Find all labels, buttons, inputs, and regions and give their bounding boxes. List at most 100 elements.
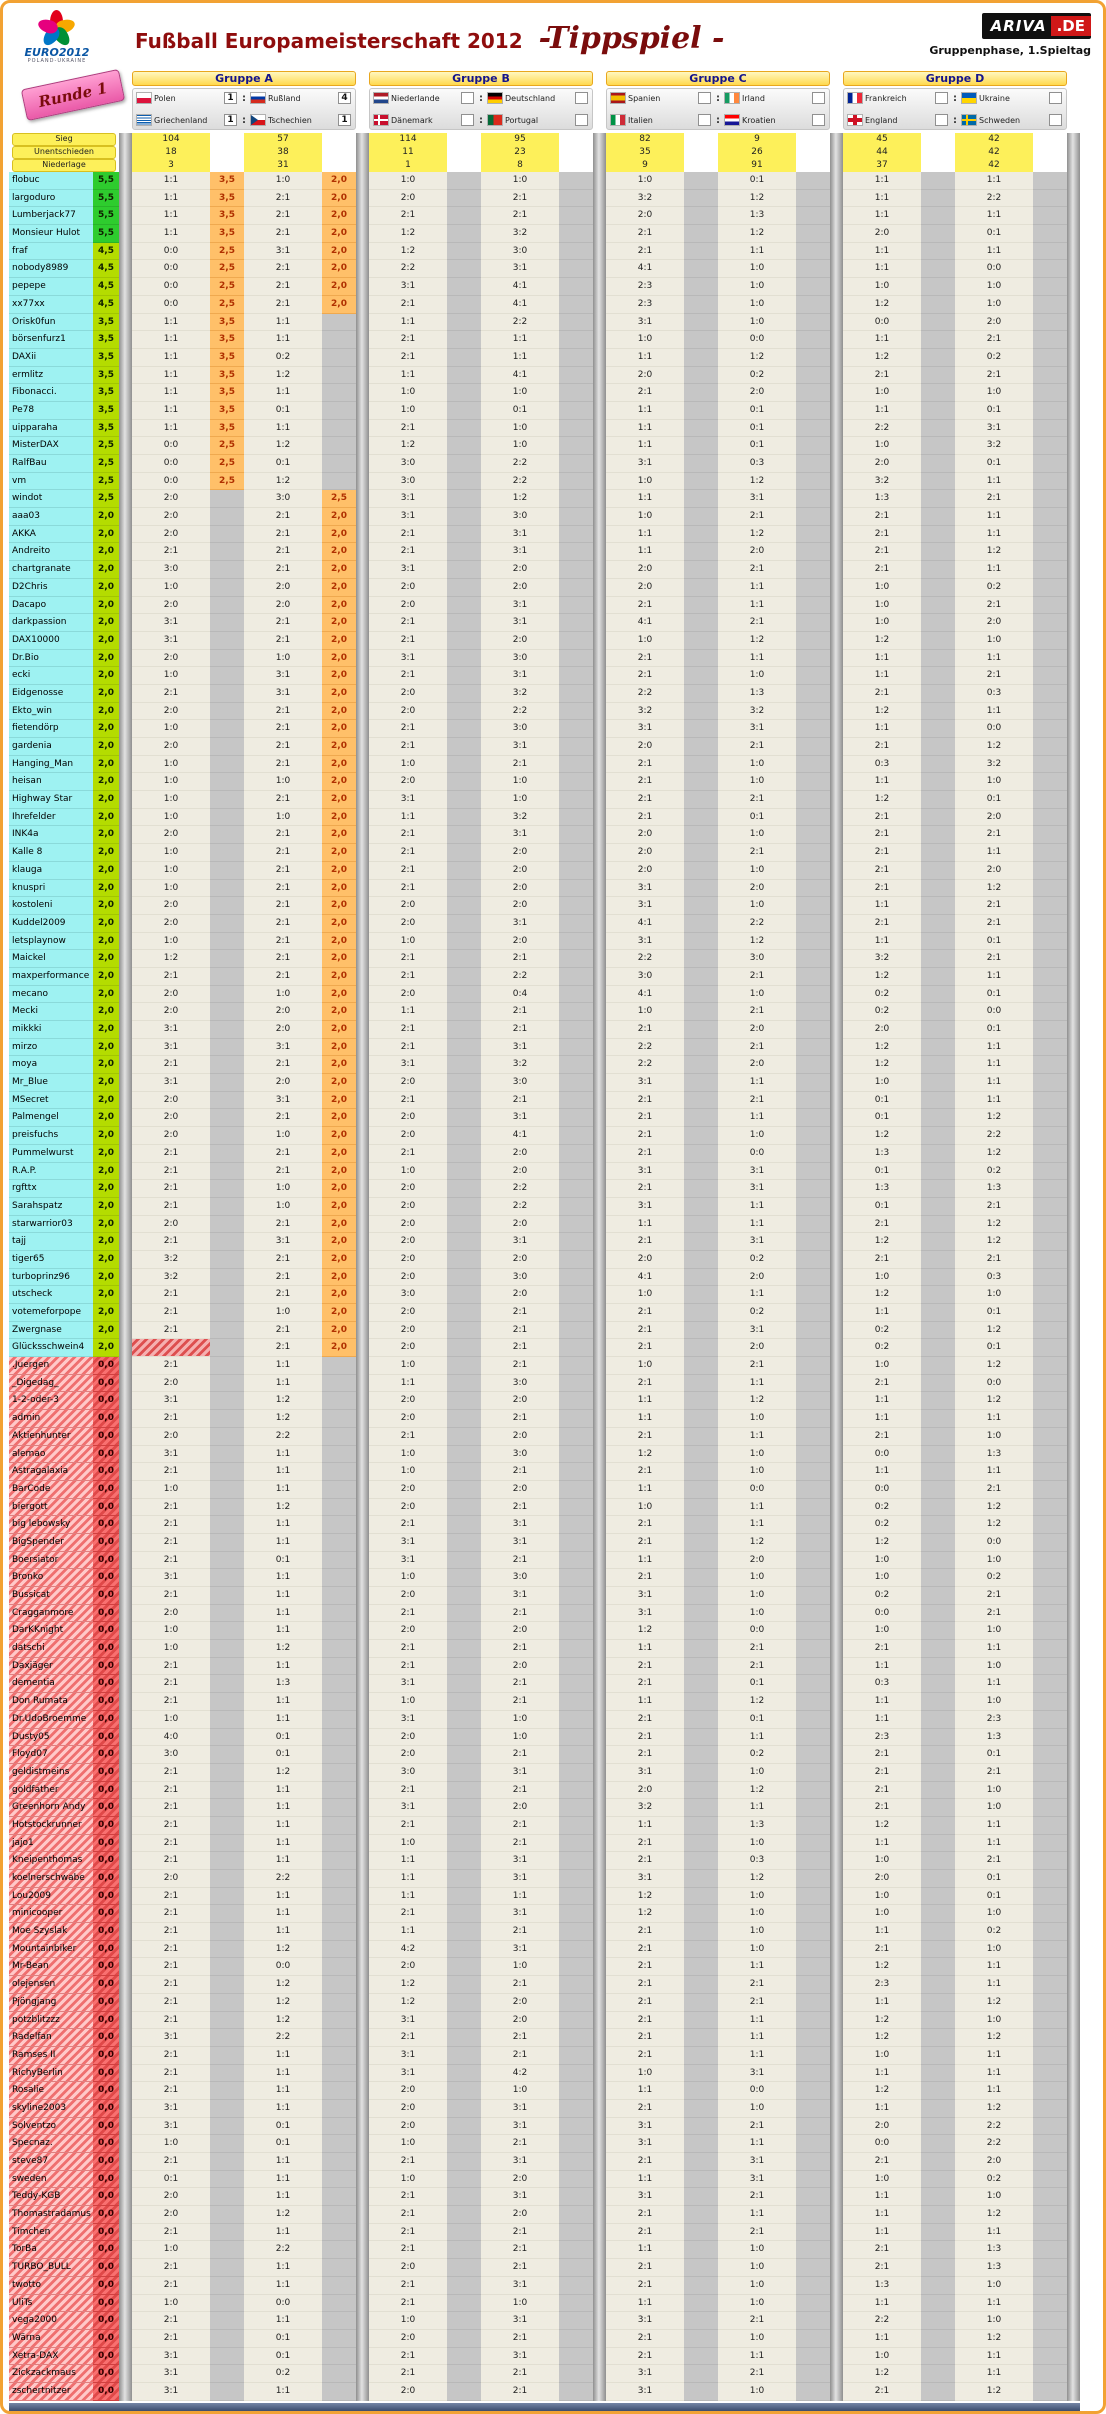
player-name[interactable]: Boersiator [9, 1551, 93, 1570]
player-name[interactable]: UliTs [9, 2294, 93, 2313]
player-name[interactable]: Mr-Bean [9, 1958, 93, 1977]
player-name[interactable]: dementia [9, 1675, 93, 1694]
player-name[interactable]: largoduro [9, 189, 93, 208]
player-name[interactable]: AKKA [9, 525, 93, 544]
player-name[interactable]: MisterDAX [9, 437, 93, 455]
player-name[interactable]: Pe78 [9, 401, 93, 420]
player-name[interactable]: RalfBau [9, 455, 93, 473]
player-name[interactable]: ecki [9, 667, 93, 685]
player-name[interactable]: Radelfan [9, 2029, 93, 2047]
player-name[interactable]: Orisk0fun [9, 313, 93, 332]
player-name[interactable]: Dacapo [9, 596, 93, 615]
player-name[interactable]: turboprinz96 [9, 1268, 93, 1287]
player-name[interactable]: mecano [9, 985, 93, 1004]
player-name[interactable]: starwarrior03 [9, 1215, 93, 1234]
player-name[interactable]: darkpassion [9, 614, 93, 632]
player-name[interactable]: Hotstockrunner [9, 1816, 93, 1835]
player-name[interactable]: fraf [9, 242, 93, 261]
player-name[interactable]: Pummelwurst [9, 1144, 93, 1163]
player-name[interactable]: Palmengel [9, 1109, 93, 1128]
player-name[interactable]: letsplaynow [9, 932, 93, 951]
player-name[interactable]: sweden [9, 2170, 93, 2189]
player-name[interactable]: twotto [9, 2276, 93, 2295]
player-name[interactable]: Bronko [9, 1569, 93, 1587]
player-name[interactable]: tajj [9, 1233, 93, 1251]
player-name[interactable]: R.A.P. [9, 1162, 93, 1181]
player-name[interactable]: DAX10000 [9, 631, 93, 650]
player-name[interactable]: admin [9, 1410, 93, 1428]
player-name[interactable]: potzblitzzz [9, 2011, 93, 2030]
player-name[interactable]: Don Rumata [9, 1693, 93, 1711]
player-name[interactable]: Thomastradamus [9, 2206, 93, 2224]
player-name[interactable]: olejensen [9, 1976, 93, 1994]
player-name[interactable]: Andreito [9, 543, 93, 562]
player-name[interactable]: Glücksschwein4 [9, 1339, 93, 1358]
player-name[interactable]: .Juergen [9, 1357, 93, 1375]
player-name[interactable]: xx77xx [9, 295, 93, 314]
player-name[interactable]: moya [9, 1056, 93, 1075]
player-name[interactable]: minicooper [9, 1905, 93, 1924]
player-name[interactable]: jajo1 [9, 1834, 93, 1853]
player-name[interactable]: DAXii [9, 348, 93, 367]
player-name[interactable]: Daxjäger [9, 1657, 93, 1676]
player-name[interactable]: Mecki [9, 1003, 93, 1021]
player-name[interactable]: Ekto_win [9, 702, 93, 721]
player-name[interactable]: Aktienhunter [9, 1427, 93, 1446]
player-name[interactable]: goldfather [9, 1781, 93, 1800]
player-name[interactable]: vega2000 [9, 2312, 93, 2330]
player-name[interactable]: RichyBerlin [9, 2064, 93, 2083]
player-name[interactable]: Ramses II [9, 2046, 93, 2065]
player-name[interactable]: Moe Szyslak [9, 1923, 93, 1941]
player-name[interactable]: Bussicat [9, 1587, 93, 1605]
player-name[interactable]: Wärna [9, 2329, 93, 2348]
player-name[interactable]: skyline2003 [9, 2099, 93, 2118]
player-name[interactable]: Specnaz. [9, 2135, 93, 2153]
player-name[interactable]: alemao [9, 1445, 93, 1464]
player-name[interactable]: Mr_Blue [9, 1074, 93, 1092]
player-name[interactable]: tiger65 [9, 1250, 93, 1269]
player-name[interactable]: koelnerschwabe [9, 1870, 93, 1888]
player-name[interactable]: vm [9, 472, 93, 491]
player-name[interactable]: biergott [9, 1498, 93, 1517]
ariva-logo[interactable]: ARIVA .DE [981, 13, 1091, 39]
player-name[interactable]: ermlitz [9, 366, 93, 385]
player-name[interactable]: börsenfurz1 [9, 331, 93, 349]
player-name[interactable]: pepepe [9, 278, 93, 296]
player-name[interactable]: Kneipenthomas [9, 1852, 93, 1870]
player-name[interactable]: uipparaha [9, 419, 93, 438]
player-name[interactable]: votemeforpope [9, 1304, 93, 1322]
player-name[interactable]: Xetra-DAX [9, 2347, 93, 2366]
player-name[interactable]: Maickel [9, 950, 93, 968]
player-name[interactable]: flobuc [9, 172, 93, 190]
player-name[interactable]: 1-2-oder-3 [9, 1392, 93, 1411]
player-name[interactable]: D2Chris [9, 578, 93, 597]
player-name[interactable]: Highway Star [9, 791, 93, 809]
player-name[interactable]: Teddy-KGB [9, 2188, 93, 2207]
player-name[interactable]: Solventzo [9, 2117, 93, 2136]
player-name[interactable]: Eidgenosse [9, 684, 93, 703]
player-name[interactable]: zschertnitzer [9, 2382, 93, 2401]
player-name[interactable]: Sarahspatz [9, 1197, 93, 1216]
player-name[interactable]: Kuddel2009 [9, 914, 93, 933]
player-name[interactable]: Dusty05 [9, 1728, 93, 1747]
player-name[interactable]: rgfttx [9, 1180, 93, 1198]
player-name[interactable]: big lebowsky [9, 1516, 93, 1534]
player-name[interactable]: kostoleni [9, 897, 93, 915]
player-name[interactable]: gardenia [9, 738, 93, 756]
player-name[interactable]: Hanging_Man [9, 755, 93, 774]
player-name[interactable]: Astragalaxia [9, 1463, 93, 1481]
player-name[interactable]: windot [9, 490, 93, 509]
player-name[interactable]: mirzo [9, 1038, 93, 1057]
player-name[interactable]: Dr.UdoBroemme [9, 1710, 93, 1729]
player-name[interactable]: Monsieur Hulot [9, 225, 93, 243]
player-name[interactable]: Timchen [9, 2223, 93, 2242]
player-name[interactable]: utscheck [9, 1286, 93, 1304]
player-name[interactable]: Cragganmore [9, 1604, 93, 1623]
player-name[interactable]: preisfuchs [9, 1127, 93, 1145]
player-name[interactable]: aaa03 [9, 508, 93, 526]
player-name[interactable]: chartgranate [9, 561, 93, 579]
player-name[interactable]: knuspri [9, 879, 93, 898]
player-name[interactable]: INK4a [9, 826, 93, 845]
player-name[interactable]: Mountainbiker [9, 1940, 93, 1959]
player-name[interactable]: MSecret [9, 1091, 93, 1110]
